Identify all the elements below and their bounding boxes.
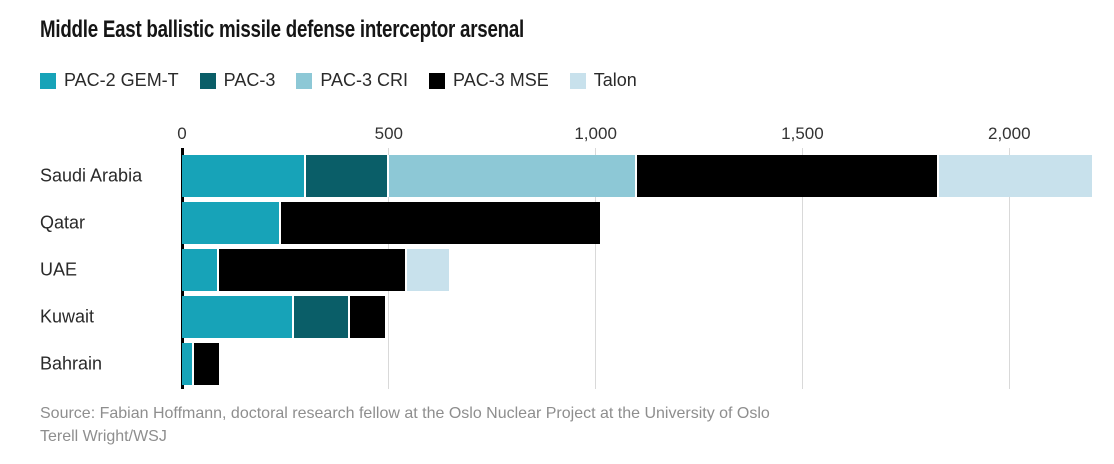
category-label: Bahrain: [40, 353, 103, 374]
axis-tick-label: 0: [177, 124, 187, 143]
legend: PAC-2 GEM-T PAC-3 PAC-3 CRI PAC-3 MSE Talon: [40, 70, 637, 91]
axis-tick-label: 1,500: [781, 124, 824, 143]
bar-row-saudi-arabia: Saudi Arabia: [0, 155, 1114, 197]
bar-segment-pac-3-mse: [636, 155, 939, 197]
legend-label: PAC-3 CRI: [320, 70, 409, 90]
legend-item-pac-3-cri: PAC-3 CRI: [296, 70, 408, 91]
category-label: UAE: [40, 259, 78, 280]
legend-label: Talon: [593, 70, 637, 90]
bar-segment-pac-3: [293, 296, 350, 338]
legend-label: PAC-3 MSE: [453, 70, 549, 90]
bar-segment-pac-3: [306, 155, 389, 197]
gridline: [801, 148, 803, 389]
bar-row-bahrain: Bahrain: [0, 343, 1114, 385]
bar-segment-pac-2-gem-t: [182, 155, 307, 197]
bar-row-qatar: Qatar: [0, 202, 1114, 244]
legend-swatch-icon: [569, 72, 586, 89]
bar-segment-pac-3-mse: [281, 202, 600, 244]
bar-segment-pac-3-cri: [388, 155, 637, 197]
stacked-bar-bahrain: [182, 343, 220, 385]
legend-label: PAC-2 GEM-T: [64, 70, 179, 90]
category-label: Qatar: [40, 212, 86, 233]
gridline: [1008, 148, 1010, 389]
bar-segment-pac-2-gem-t: [182, 249, 220, 291]
plot-area: 0 500 1,000 1,500 2,000 Saudi Arabia Qatar UAE K…: [0, 118, 1114, 394]
axis-tick-label: 2,000: [987, 124, 1031, 143]
bar-segment-pac-3-mse: [219, 249, 408, 291]
stacked-bar-qatar: [182, 202, 600, 244]
category-label: Saudi Arabia: [40, 165, 143, 186]
legend-swatch-icon: [296, 72, 313, 89]
legend-swatch-icon: [199, 72, 216, 89]
bar-segment-pac-2-gem-t: [182, 296, 294, 338]
stacked-bar-uae: [182, 249, 449, 291]
category-label: Kuwait: [40, 306, 95, 327]
legend-label: PAC-3: [223, 70, 276, 90]
source-note: Source: Fabian Hoffmann, doctoral resear…: [40, 402, 770, 448]
bar-segment-pac-3-mse: [349, 296, 385, 338]
stacked-bar-kuwait: [182, 296, 385, 338]
legend-item-pac-3: PAC-3: [199, 70, 276, 91]
legend-item-pac-3-mse: PAC-3 MSE: [429, 70, 549, 91]
legend-swatch-icon: [40, 72, 56, 89]
bar-segment-pac-3-mse: [194, 343, 220, 385]
chart-title: Middle East ballistic missile defense in…: [40, 16, 524, 43]
bar-row-uae: UAE: [0, 249, 1114, 291]
legend-item-pac-2-gem-t: PAC-2 GEM-T: [40, 70, 179, 91]
bar-segment-pac-2-gem-t: [182, 343, 195, 385]
bar-segment-talon: [407, 249, 449, 291]
axis-tick-label: 1,000: [574, 124, 617, 143]
bar-segment-pac-2-gem-t: [182, 202, 282, 244]
gridline: [595, 148, 597, 389]
credit-line: Terell Wright/WSJ: [40, 428, 167, 445]
stacked-bar-saudi-arabia: [182, 155, 1092, 197]
bar-segment-talon: [938, 155, 1092, 197]
legend-swatch-icon: [429, 72, 446, 89]
legend-item-talon: Talon: [569, 70, 637, 91]
bar-row-kuwait: Kuwait: [0, 296, 1114, 338]
source-line: Source: Fabian Hoffmann, doctoral resear…: [40, 405, 770, 422]
axis-tick-label: 500: [374, 124, 403, 143]
